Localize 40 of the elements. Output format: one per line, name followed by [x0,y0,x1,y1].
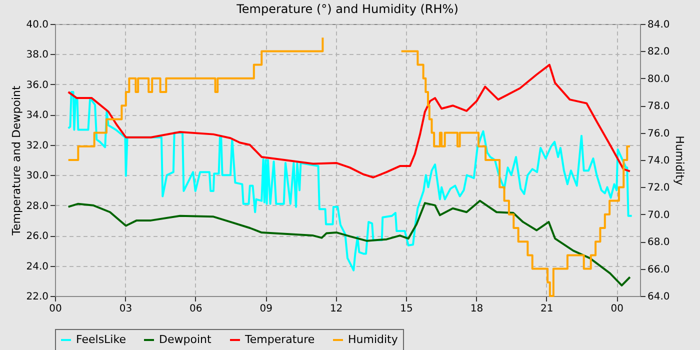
y-tick-label: 36.0 [26,80,48,91]
y-tick-label: 28.0 [26,200,48,212]
y-axis-title: Temperature and Dewpoint [10,84,24,236]
x-tick-label: 09 [260,304,272,314]
y-tick-label: 30.0 [26,170,48,182]
y2-tick-label: 70.0 [648,210,670,221]
line-series [67,91,633,272]
x-tick-label: 00 [49,304,62,314]
legend-label: Humidity [348,333,398,346]
y-tick-label: 40.0 [26,20,48,30]
x-tick-label: 00 [610,304,624,314]
y-tick-label: 32.0 [26,140,48,152]
y2-tick-label: 74.0 [648,156,670,166]
y2-tick-label: 72.0 [648,182,670,194]
y-tick-label: 34.0 [26,110,48,122]
x-tick-label: 12 [330,304,343,314]
line-series [67,200,631,286]
y2-tick-label: 80.0 [648,74,670,85]
legend-label: Dewpoint [159,333,212,346]
x-tick-label: 18 [470,304,484,314]
line-series [67,64,631,178]
y2-tick-label: 64.0 [648,292,670,302]
y2-tick-label: 82.0 [648,46,670,58]
x-tick-label: 21 [540,304,554,314]
legend-label: FeelsLike [76,333,126,346]
y2-tick-label: 78.0 [648,101,670,112]
y2-tick-label: 84.0 [648,20,670,30]
y-tick-label: 38.0 [26,50,48,61]
y2-axis-title: Humidity [672,136,686,186]
y2-tick-label: 76.0 [648,128,670,140]
y-tick-label: 24.0 [26,261,48,272]
x-tick-label: 06 [190,304,202,314]
y2-tick-label: 68.0 [648,237,670,248]
chart-title: Temperature (°) and Humidity (RH%) [236,2,458,16]
y2-tick-label: 66.0 [648,264,670,276]
y-tick-label: 22.0 [26,292,48,302]
x-tick-label: 03 [119,304,132,314]
y-tick-label: 26.0 [26,231,48,242]
x-tick-label: 15 [400,304,413,314]
legend-label: Temperature [244,333,315,346]
